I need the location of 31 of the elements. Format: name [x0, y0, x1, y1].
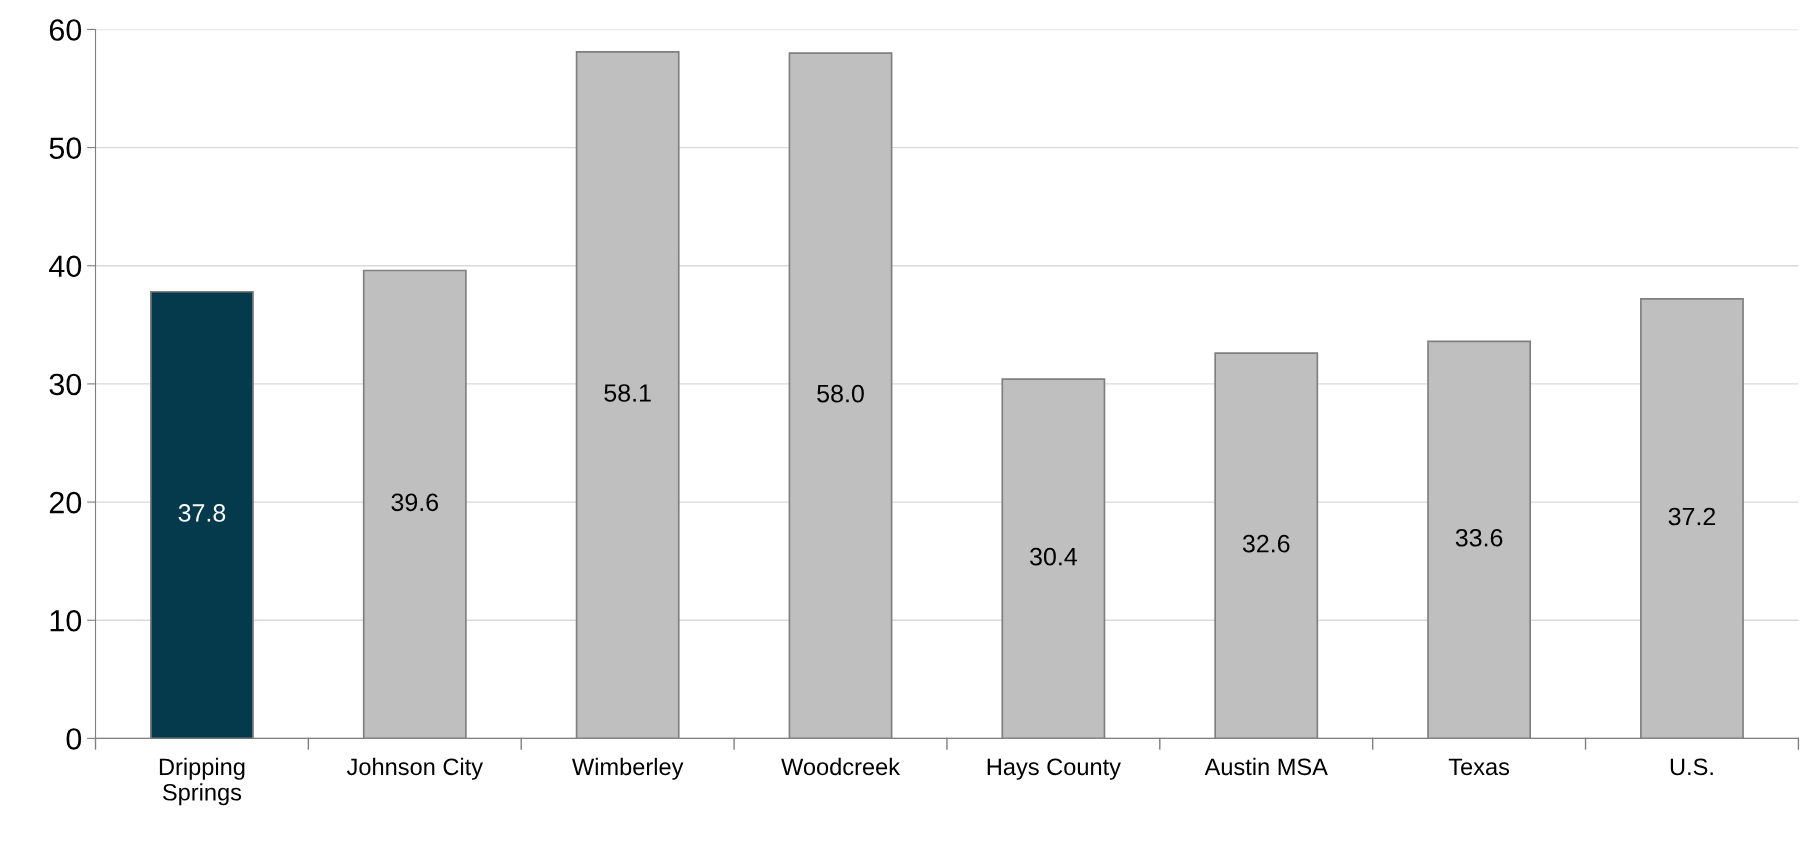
y-tick-label: 60: [49, 19, 82, 41]
data-label: 39.6: [391, 493, 439, 512]
data-label: 58.1: [604, 384, 651, 402]
bar: [150, 290, 254, 739]
bar: [362, 269, 467, 739]
y-tick-label: 20: [49, 491, 82, 514]
x-tick-label: Woodcreek: [781, 757, 901, 776]
x-tick-label: Austin MSA: [1204, 757, 1328, 776]
x-tick-label: U.S.: [1670, 758, 1713, 776]
x-tick-label: Texas: [1448, 758, 1510, 776]
y-tick-label: 40: [49, 255, 82, 278]
data-label: 58.0: [817, 384, 864, 403]
y-tick-label: 0: [66, 728, 82, 750]
y-tick-label: 50: [49, 137, 82, 159]
data-label: 30.4: [1030, 547, 1077, 566]
x-tick-label: Dripping Springs: [159, 757, 245, 806]
data-label: 37.8: [178, 504, 226, 522]
data-label: 37.2: [1668, 507, 1716, 526]
x-tick-label: Wimberley: [572, 757, 684, 780]
data-label: 32.6: [1242, 534, 1290, 553]
x-tick-label: Hays County: [987, 758, 1121, 780]
data-label: 33.6: [1455, 528, 1503, 547]
y-tick-label: 30: [49, 373, 82, 396]
bar: [575, 51, 680, 739]
x-tick-label: Johnson City: [346, 757, 483, 780]
bar: [1640, 298, 1744, 739]
y-tick-label: 10: [50, 609, 82, 632]
bar: [788, 52, 893, 739]
bar: [1214, 352, 1319, 739]
bar: [1427, 340, 1532, 739]
bar: [1001, 378, 1106, 739]
